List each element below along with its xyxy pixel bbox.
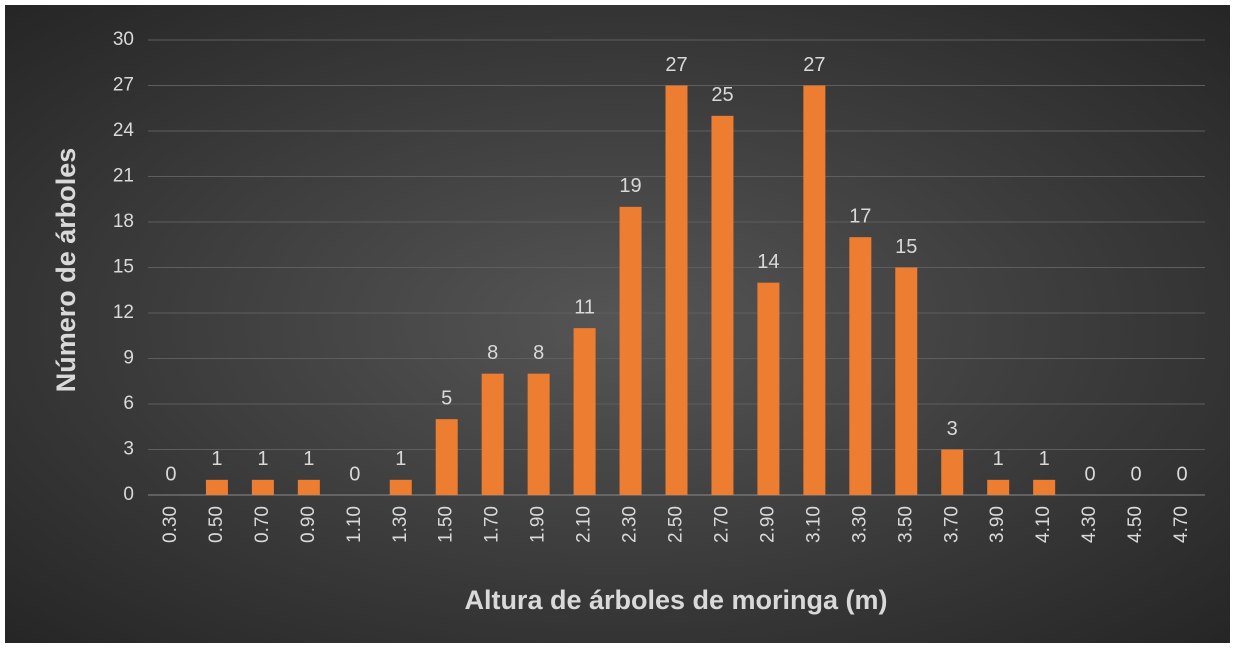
chart-background <box>5 5 1230 643</box>
x-tick-label: 1.30 <box>390 506 411 543</box>
data-label: 27 <box>665 54 687 76</box>
x-tick-label: 0.30 <box>160 506 181 543</box>
x-axis-title: Altura de árboles de moringa (m) <box>464 585 887 615</box>
x-tick-label: 4.50 <box>1125 506 1146 543</box>
x-tick-label: 4.30 <box>1079 506 1100 543</box>
data-label: 3 <box>947 418 958 440</box>
data-label: 17 <box>849 205 871 227</box>
x-tick-label: 2.30 <box>620 506 641 543</box>
bar <box>849 237 872 495</box>
y-tick-label: 9 <box>123 348 134 369</box>
data-label: 11 <box>574 296 595 318</box>
x-tick-label: 1.50 <box>436 506 457 543</box>
bar <box>481 373 504 495</box>
bar <box>297 479 320 495</box>
bar <box>941 449 964 495</box>
bar <box>619 206 642 496</box>
y-tick-label: 30 <box>113 29 134 50</box>
x-tick-label: 3.50 <box>895 506 916 543</box>
bar <box>895 267 918 495</box>
data-label: 15 <box>895 236 917 258</box>
data-label: 1 <box>993 448 1004 470</box>
x-tick-label: 3.70 <box>941 506 962 543</box>
data-label: 0 <box>1131 463 1142 485</box>
data-label: 0 <box>165 463 176 485</box>
y-tick-label: 3 <box>123 439 134 460</box>
bar <box>803 85 826 495</box>
x-tick-label: 4.70 <box>1171 506 1192 543</box>
data-label: 1 <box>303 448 314 470</box>
y-tick-label: 18 <box>113 211 134 232</box>
y-tick-label: 21 <box>113 166 134 187</box>
data-label: 25 <box>711 84 733 106</box>
bar <box>665 85 688 495</box>
y-tick-label: 27 <box>113 75 134 96</box>
x-tick-label: 2.50 <box>666 506 687 543</box>
y-tick-label: 24 <box>113 120 135 141</box>
data-label: 0 <box>1085 463 1096 485</box>
x-tick-label: 1.70 <box>482 506 503 543</box>
x-tick-label: 2.70 <box>711 506 732 543</box>
data-label: 1 <box>1039 448 1050 470</box>
y-tick-label: 0 <box>123 484 134 505</box>
y-tick-label: 12 <box>113 302 134 323</box>
data-label: 1 <box>395 448 406 470</box>
data-label: 0 <box>349 463 360 485</box>
bar <box>527 373 550 495</box>
data-label: 5 <box>441 387 452 409</box>
bar <box>757 282 780 495</box>
data-label: 1 <box>257 448 268 470</box>
x-tick-label: 3.30 <box>849 506 870 543</box>
x-tick-label: 0.70 <box>252 506 273 543</box>
x-tick-label: 2.10 <box>574 506 595 543</box>
bar <box>711 115 734 495</box>
bar <box>573 328 596 495</box>
data-label: 14 <box>757 251 779 273</box>
data-label: 1 <box>211 448 222 470</box>
x-tick-label: 4.10 <box>1033 506 1054 543</box>
bar <box>389 479 412 495</box>
bar <box>205 479 228 495</box>
bar <box>1033 479 1056 495</box>
x-tick-label: 0.50 <box>206 506 227 543</box>
data-label: 19 <box>619 175 641 197</box>
y-tick-label: 15 <box>113 257 134 278</box>
data-label: 8 <box>487 342 498 364</box>
data-label: 27 <box>803 54 825 76</box>
y-tick-label: 6 <box>123 393 134 414</box>
bar <box>251 479 274 495</box>
x-tick-label: 1.10 <box>344 506 365 543</box>
bar <box>987 479 1010 495</box>
x-tick-label: 2.90 <box>757 506 778 543</box>
x-tick-label: 3.90 <box>987 506 1008 543</box>
y-axis-title: Número de árboles <box>51 148 81 393</box>
x-tick-label: 0.90 <box>298 506 319 543</box>
data-label: 8 <box>533 342 544 364</box>
data-label: 0 <box>1176 463 1187 485</box>
x-tick-label: 1.90 <box>528 506 549 543</box>
x-tick-label: 3.10 <box>803 506 824 543</box>
bar <box>435 419 458 495</box>
